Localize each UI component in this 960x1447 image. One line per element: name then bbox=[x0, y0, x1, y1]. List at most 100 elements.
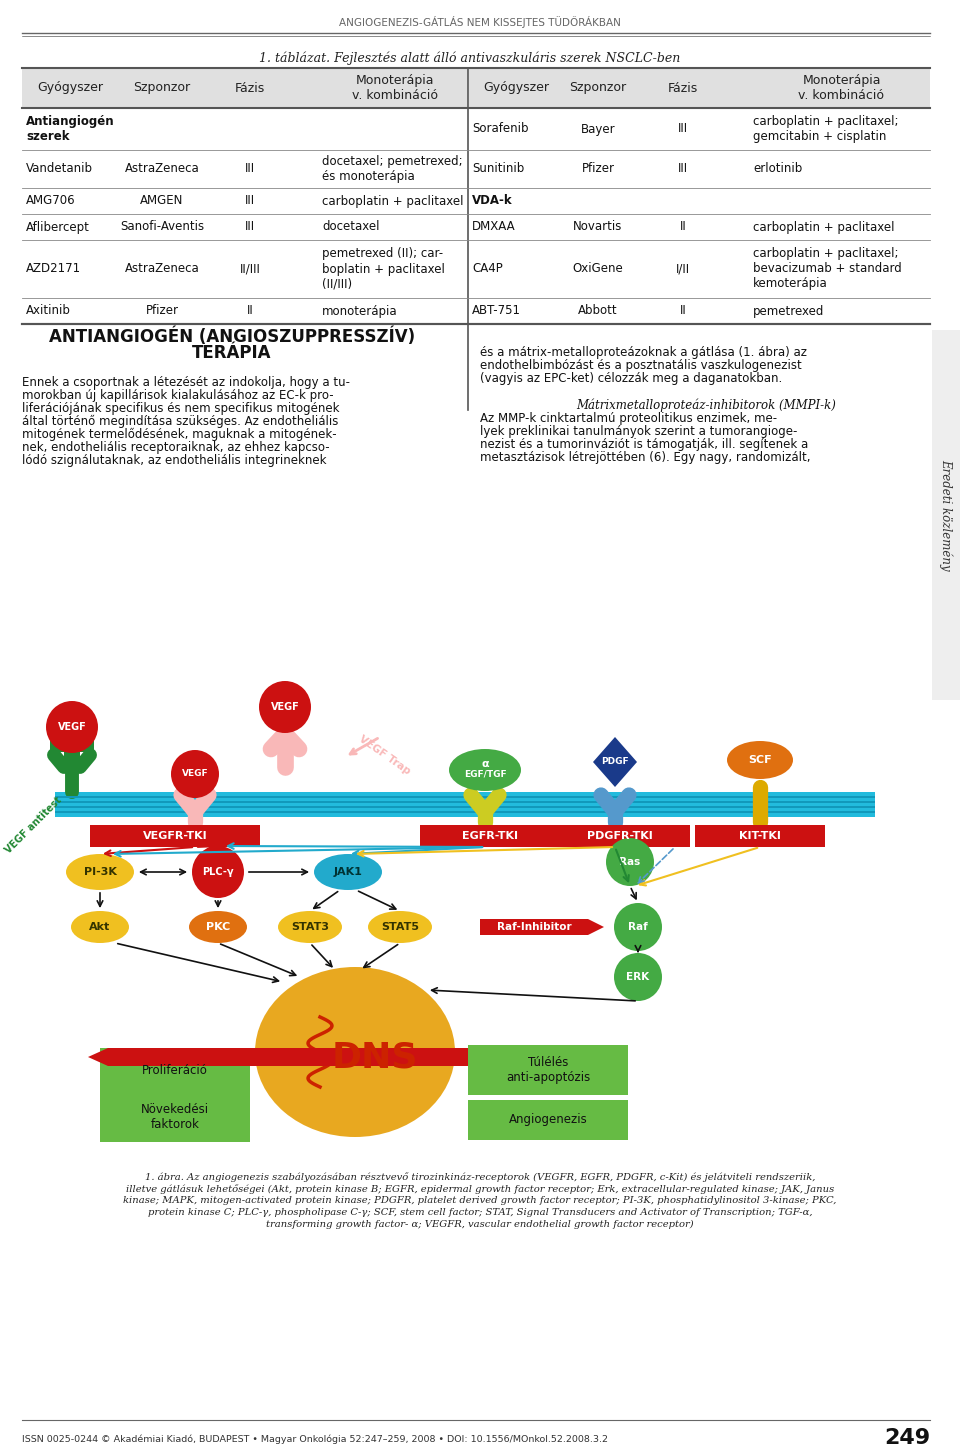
Ellipse shape bbox=[255, 967, 455, 1137]
Text: OxiGene: OxiGene bbox=[572, 262, 623, 275]
Text: Mátrixmetalloproteáz-inhibitorok (MMPI-k): Mátrixmetalloproteáz-inhibitorok (MMPI-k… bbox=[576, 399, 836, 412]
Text: SCF: SCF bbox=[748, 755, 772, 765]
Text: Akt: Akt bbox=[89, 922, 110, 932]
Text: Sorafenib: Sorafenib bbox=[472, 123, 529, 136]
Text: III: III bbox=[678, 123, 688, 136]
Text: Eredeti közlemény: Eredeti közlemény bbox=[939, 459, 952, 570]
Text: AMG706: AMG706 bbox=[26, 194, 76, 207]
Text: PDGF: PDGF bbox=[601, 757, 629, 767]
Text: carboplatin + paclitaxel: carboplatin + paclitaxel bbox=[753, 220, 895, 233]
Text: 1. ábra. Az angiogenezis szabályozásában résztvevő tirozinkináz-receptorok (VEGF: 1. ábra. Az angiogenezis szabályozásában… bbox=[145, 1172, 815, 1182]
Text: carboplatin + paclitaxel;
bevacizumab + standard
kemoterápia: carboplatin + paclitaxel; bevacizumab + … bbox=[753, 247, 901, 291]
Text: JAK1: JAK1 bbox=[333, 867, 363, 877]
Bar bbox=[469, 68, 930, 109]
Bar bbox=[100, 1092, 250, 1142]
Bar bbox=[55, 810, 875, 813]
Text: ABT-751: ABT-751 bbox=[472, 304, 521, 317]
Text: Axitinib: Axitinib bbox=[26, 304, 71, 317]
Text: Raf: Raf bbox=[628, 922, 648, 932]
Text: Túlélés
anti-apoptózis: Túlélés anti-apoptózis bbox=[506, 1056, 590, 1084]
Text: PI-3K: PI-3K bbox=[84, 867, 116, 877]
Circle shape bbox=[46, 700, 98, 752]
Bar bbox=[468, 1045, 628, 1095]
Text: monoterápia: monoterápia bbox=[322, 304, 397, 317]
Text: nezist és a tumorinváziót is támogatják, ill. segítenek a: nezist és a tumorinváziót is támogatják,… bbox=[480, 438, 808, 451]
Text: III: III bbox=[245, 194, 255, 207]
Bar bbox=[50, 732, 94, 752]
Text: PLC-γ: PLC-γ bbox=[203, 867, 234, 877]
Bar bbox=[695, 825, 825, 846]
Text: nek, endotheliális receptoraiknak, az ehhez kapcso-: nek, endotheliális receptoraiknak, az eh… bbox=[22, 441, 329, 454]
Text: Az MMP-k cinktartalmú proteolitikus enzimek, me-: Az MMP-k cinktartalmú proteolitikus enzi… bbox=[480, 412, 778, 425]
Text: 249: 249 bbox=[884, 1428, 930, 1447]
Text: CA4P: CA4P bbox=[472, 262, 503, 275]
Text: III: III bbox=[245, 220, 255, 233]
Text: Szponzor: Szponzor bbox=[133, 81, 191, 94]
Text: DNS: DNS bbox=[332, 1040, 419, 1074]
Circle shape bbox=[614, 954, 662, 1001]
Text: II: II bbox=[247, 304, 253, 317]
Circle shape bbox=[614, 903, 662, 951]
Ellipse shape bbox=[449, 750, 521, 792]
Text: protein kinase C; PLC-γ, phospholipase C-γ; SCF, stem cell factor; STAT, Signal : protein kinase C; PLC-γ, phospholipase C… bbox=[148, 1208, 812, 1217]
Text: carboplatin + paclitaxel: carboplatin + paclitaxel bbox=[322, 194, 464, 207]
FancyArrow shape bbox=[480, 919, 604, 935]
Ellipse shape bbox=[189, 912, 247, 943]
Text: illetve gátlásuk lehetőségei (Akt, protein kinase B; EGFR, epidermal growth fact: illetve gátlásuk lehetőségei (Akt, prote… bbox=[126, 1184, 834, 1194]
Bar bbox=[100, 1048, 250, 1092]
Text: pemetrexed (II); car-
boplatin + paclitaxel
(II/III): pemetrexed (II); car- boplatin + paclita… bbox=[322, 247, 444, 291]
Ellipse shape bbox=[71, 912, 129, 943]
Text: VEGF: VEGF bbox=[58, 722, 86, 732]
Text: AstraZeneca: AstraZeneca bbox=[125, 262, 200, 275]
Text: VEGFR-TKI: VEGFR-TKI bbox=[143, 831, 207, 841]
Text: Fázis: Fázis bbox=[668, 81, 698, 94]
Circle shape bbox=[606, 838, 654, 886]
Text: II/III: II/III bbox=[240, 262, 260, 275]
Text: carboplatin + paclitaxel;
gemcitabin + cisplatin: carboplatin + paclitaxel; gemcitabin + c… bbox=[753, 114, 899, 143]
Text: Abbott: Abbott bbox=[578, 304, 618, 317]
Text: EGF/TGF: EGF/TGF bbox=[464, 770, 506, 778]
Text: II: II bbox=[680, 304, 686, 317]
Ellipse shape bbox=[727, 741, 793, 778]
Text: EGFR-TKI: EGFR-TKI bbox=[462, 831, 518, 841]
Text: docetaxel; pemetrexed;
és monoterápia: docetaxel; pemetrexed; és monoterápia bbox=[322, 155, 463, 182]
Text: VEGF: VEGF bbox=[181, 770, 208, 778]
Text: Bayer: Bayer bbox=[581, 123, 615, 136]
Text: Szponzor: Szponzor bbox=[569, 81, 627, 94]
Text: Gyógyszer: Gyógyszer bbox=[37, 81, 103, 94]
Text: 1. táblázat. Fejlesztés alatt álló antivaszkuláris szerek NSCLC-ben: 1. táblázat. Fejlesztés alatt álló antiv… bbox=[259, 51, 681, 65]
Text: AstraZeneca: AstraZeneca bbox=[125, 162, 200, 175]
Text: és a mátrix-metalloproteázoknak a gátlása (1. ábra) az: és a mátrix-metalloproteázoknak a gátlás… bbox=[480, 346, 807, 359]
Bar bbox=[55, 802, 875, 803]
Text: Aflibercept: Aflibercept bbox=[26, 220, 90, 233]
Text: ERK: ERK bbox=[627, 972, 650, 983]
Bar bbox=[932, 330, 960, 700]
Text: Ennek a csoportnak a létezését az indokolja, hogy a tu-: Ennek a csoportnak a létezését az indoko… bbox=[22, 376, 350, 389]
Bar bbox=[55, 792, 875, 818]
Text: III: III bbox=[245, 162, 255, 175]
Text: I/II: I/II bbox=[676, 262, 690, 275]
Text: által történő megindítása szükséges. Az endotheliális: által történő megindítása szükséges. Az … bbox=[22, 415, 338, 428]
Text: morokban új kapillárisok kialakulásához az EC-k pro-: morokban új kapillárisok kialakulásához … bbox=[22, 389, 334, 402]
Text: erlotinib: erlotinib bbox=[753, 162, 803, 175]
Text: kinase; MAPK, mitogen-activated protein kinase; PDGFR, platelet derived growth f: kinase; MAPK, mitogen-activated protein … bbox=[123, 1197, 837, 1205]
Text: Gyógyszer: Gyógyszer bbox=[483, 81, 549, 94]
Text: PKC: PKC bbox=[205, 922, 230, 932]
Text: Proliferáció: Proliferáció bbox=[142, 1064, 208, 1077]
Text: ANGIOGENEZIS-GÁTLÁS NEM KISSEJTES TÜDŐRÁKBAN: ANGIOGENEZIS-GÁTLÁS NEM KISSEJTES TÜDŐRÁ… bbox=[339, 16, 621, 27]
Text: STAT5: STAT5 bbox=[381, 922, 419, 932]
Text: pemetrexed: pemetrexed bbox=[753, 304, 825, 317]
Bar bbox=[22, 68, 468, 109]
Text: AMGEN: AMGEN bbox=[140, 194, 183, 207]
Text: transforming growth factor- α; VEGFR, vascular endothelial growth factor recepto: transforming growth factor- α; VEGFR, va… bbox=[266, 1220, 694, 1229]
Text: Raf-Inhibitor: Raf-Inhibitor bbox=[496, 922, 571, 932]
Bar bbox=[64, 737, 80, 767]
Text: Monoterápia
v. kombináció: Monoterápia v. kombináció bbox=[352, 74, 438, 101]
Text: endothelbimbózást és a posztnatális vaszkulogenezist: endothelbimbózást és a posztnatális vasz… bbox=[480, 359, 802, 372]
Text: α: α bbox=[481, 760, 489, 768]
Text: DMXAA: DMXAA bbox=[472, 220, 516, 233]
Text: TERÁPIA: TERÁPIA bbox=[192, 344, 272, 362]
Bar bbox=[90, 825, 260, 846]
Text: docetaxel: docetaxel bbox=[322, 220, 379, 233]
Text: Pfizer: Pfizer bbox=[146, 304, 179, 317]
